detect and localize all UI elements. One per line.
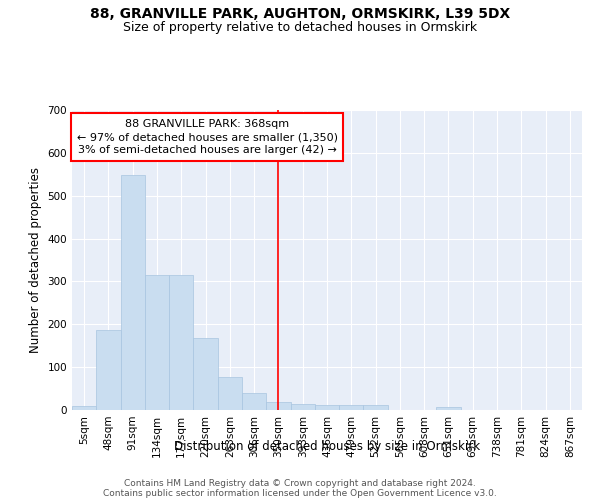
Bar (436, 406, 461, 410)
Y-axis label: Number of detached properties: Number of detached properties (29, 167, 42, 353)
Text: 88 GRANVILLE PARK: 368sqm
← 97% of detached houses are smaller (1,350)
3% of sem: 88 GRANVILLE PARK: 368sqm ← 97% of detac… (77, 119, 338, 156)
Bar (121, 175, 145, 410)
Bar (218, 376, 242, 410)
Text: Distribution of detached houses by size in Ormskirk: Distribution of detached houses by size … (174, 440, 480, 453)
Bar (339, 405, 364, 410)
Bar (145, 274, 169, 410)
Bar (242, 393, 266, 410)
Text: Contains public sector information licensed under the Open Government Licence v3: Contains public sector information licen… (103, 488, 497, 498)
Bar (193, 338, 218, 410)
Bar (169, 274, 193, 410)
Text: Size of property relative to detached houses in Ormskirk: Size of property relative to detached ho… (123, 21, 477, 34)
Bar (315, 405, 339, 410)
Bar (96, 330, 121, 410)
Text: 88, GRANVILLE PARK, AUGHTON, ORMSKIRK, L39 5DX: 88, GRANVILLE PARK, AUGHTON, ORMSKIRK, L… (90, 8, 510, 22)
Text: Contains HM Land Registry data © Crown copyright and database right 2024.: Contains HM Land Registry data © Crown c… (124, 478, 476, 488)
Bar (364, 405, 388, 410)
Bar (290, 404, 315, 410)
Bar (266, 402, 290, 410)
Bar (72, 406, 96, 410)
